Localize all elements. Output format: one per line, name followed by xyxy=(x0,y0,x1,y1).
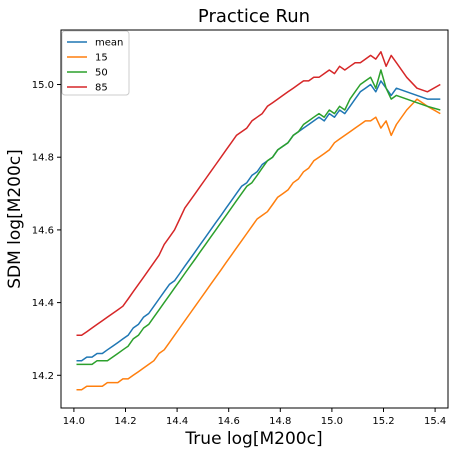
y-tick-label: 14.8 xyxy=(32,153,54,164)
series-line-50 xyxy=(76,69,441,366)
legend-box xyxy=(61,30,130,96)
y-tick-label: 14.2 xyxy=(32,371,54,382)
x-tick-label: 15.2 xyxy=(372,416,394,427)
x-tick-label: 14.0 xyxy=(63,416,85,427)
legend-label-50: 50 xyxy=(95,68,108,79)
plot-area: 14.0 14.2 14.4 14.6 14.8 15.0 15.2 15.4 14.214.… xyxy=(32,29,449,427)
x-axis: 14.0 14.2 14.4 14.6 14.8 15.0 15.2 15.4 xyxy=(63,408,446,427)
series-line-85 xyxy=(76,51,441,337)
x-axis-label: True log[M200c] xyxy=(184,429,322,449)
y-tick-label: 14.4 xyxy=(32,298,54,309)
y-tick-label: 15.0 xyxy=(32,80,54,91)
chart-title: Practice Run xyxy=(198,6,310,27)
series-line-15 xyxy=(76,98,441,391)
x-tick-label: 14.2 xyxy=(114,416,136,427)
legend-label-mean: mean xyxy=(95,38,123,49)
y-axis-label: SDM log[M200c] xyxy=(5,149,25,289)
legend-label-85: 85 xyxy=(95,83,108,94)
legend: mean 15 50 85 xyxy=(61,30,130,96)
x-tick-label: 15.4 xyxy=(424,416,446,427)
y-axis: 14.2 14.4 14.6 14.8 15.0 xyxy=(32,80,61,382)
series-line-mean xyxy=(76,80,441,362)
x-tick-label: 15.0 xyxy=(321,416,343,427)
legend-label-15: 15 xyxy=(95,53,108,64)
x-tick-label: 14.4 xyxy=(166,416,188,427)
x-tick-label: 14.6 xyxy=(218,416,240,427)
x-tick-label: 14.8 xyxy=(269,416,291,427)
series-layer xyxy=(76,51,441,391)
plot-frame xyxy=(60,29,449,409)
y-tick-label: 14.6 xyxy=(32,225,54,236)
